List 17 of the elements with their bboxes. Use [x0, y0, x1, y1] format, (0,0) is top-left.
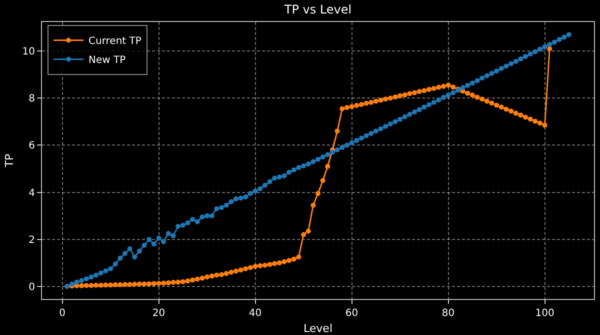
y-tick-label: 10 — [22, 46, 35, 58]
x-tick-label: 100 — [535, 308, 554, 319]
y-tick-label: 8 — [28, 94, 35, 105]
y-tick-label: 2 — [28, 234, 35, 246]
legend-label: New TP — [88, 55, 126, 66]
x-tick-label: 20 — [152, 308, 166, 319]
legend-label: Current TP — [88, 36, 142, 48]
x-tick-label: 0 — [59, 308, 66, 319]
y-axis-title: TP — [2, 153, 16, 168]
x-tick-label: 40 — [248, 308, 262, 319]
y-tick-label: 4 — [28, 188, 35, 199]
y-tick-label: 0 — [28, 282, 35, 293]
x-tick-label: 60 — [345, 308, 358, 319]
x-tick-label: 80 — [442, 308, 455, 319]
y-tick-label: 6 — [28, 140, 35, 152]
chart-title: TP vs Level — [283, 2, 352, 16]
x-axis-title: Level — [303, 322, 333, 335]
